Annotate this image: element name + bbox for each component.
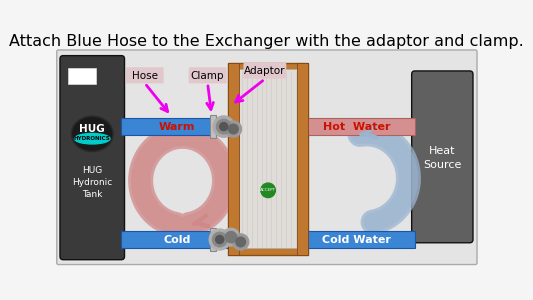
Circle shape [222, 228, 240, 246]
Text: ACCEPT: ACCEPT [260, 188, 276, 192]
Circle shape [225, 232, 237, 243]
Circle shape [216, 119, 231, 134]
Circle shape [216, 236, 224, 244]
Ellipse shape [73, 118, 111, 150]
Text: Warm: Warm [159, 122, 195, 132]
Bar [297, 63, 309, 255]
FancyBboxPatch shape [60, 56, 125, 260]
Text: Attach Blue Hose to the Exchanger with the adaptor and clamp.: Attach Blue Hose to the Exchanger with t… [9, 34, 524, 50]
Bar [309, 231, 415, 248]
Text: Adaptor: Adaptor [244, 66, 286, 76]
Bar [210, 115, 216, 138]
Text: HUG: HUG [79, 124, 105, 134]
Circle shape [236, 237, 246, 247]
Text: Hose: Hose [132, 71, 158, 81]
Text: HYDRONICS: HYDRONICS [74, 136, 111, 141]
Circle shape [213, 116, 234, 137]
FancyBboxPatch shape [126, 67, 164, 83]
Bar [228, 63, 239, 255]
FancyBboxPatch shape [411, 71, 473, 243]
Circle shape [213, 232, 227, 247]
Text: Cold: Cold [163, 235, 191, 244]
Text: Cold Water: Cold Water [322, 235, 391, 244]
Circle shape [232, 234, 249, 250]
FancyBboxPatch shape [244, 62, 286, 79]
Text: HUG
Hydronic
Tank: HUG Hydronic Tank [72, 166, 112, 199]
Text: Hot  Water: Hot Water [323, 122, 391, 132]
Bar [122, 118, 228, 136]
Circle shape [229, 124, 238, 134]
Circle shape [213, 116, 234, 137]
Bar [122, 231, 228, 248]
Ellipse shape [75, 134, 110, 144]
Circle shape [209, 229, 230, 250]
Bar [210, 228, 216, 251]
Circle shape [225, 121, 241, 137]
Bar [309, 118, 415, 136]
Bar [68, 68, 96, 84]
Bar [239, 69, 297, 248]
Bar [228, 63, 309, 255]
Text: Heat
Source: Heat Source [423, 146, 462, 170]
Circle shape [261, 183, 276, 198]
FancyBboxPatch shape [189, 67, 227, 83]
Ellipse shape [71, 116, 113, 152]
Text: Clamp: Clamp [191, 71, 224, 81]
FancyBboxPatch shape [56, 50, 477, 265]
Circle shape [220, 123, 228, 130]
